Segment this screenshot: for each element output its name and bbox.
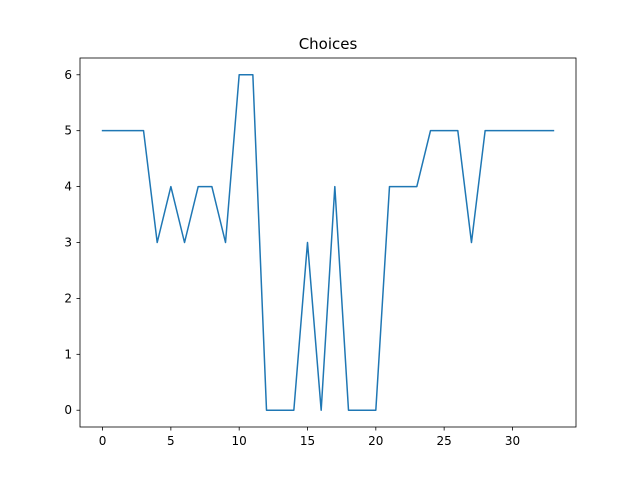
- y-tick-label: 4: [64, 180, 72, 194]
- x-tick-label: 10: [232, 434, 247, 448]
- plot-area: 0 5 10 15 20 25 30 0 1 2 3 4 5 6: [64, 57, 577, 448]
- series-line-0: [101, 74, 555, 411]
- y-tick-label: 0: [64, 403, 72, 417]
- x-tick-label: 20: [368, 434, 383, 448]
- chart-title: Choices: [299, 35, 358, 53]
- y-tick-label: 2: [64, 291, 72, 305]
- x-tick-label: 0: [99, 434, 107, 448]
- y-tick-label: 6: [64, 68, 72, 82]
- x-tick-label: 5: [167, 434, 175, 448]
- y-tick-label: 1: [64, 347, 72, 361]
- x-tick-label: 25: [437, 434, 452, 448]
- x-tick-label: 15: [300, 434, 315, 448]
- y-tick-label: 5: [64, 124, 72, 138]
- y-tick-label: 3: [64, 236, 72, 250]
- x-tick-label: 30: [505, 434, 520, 448]
